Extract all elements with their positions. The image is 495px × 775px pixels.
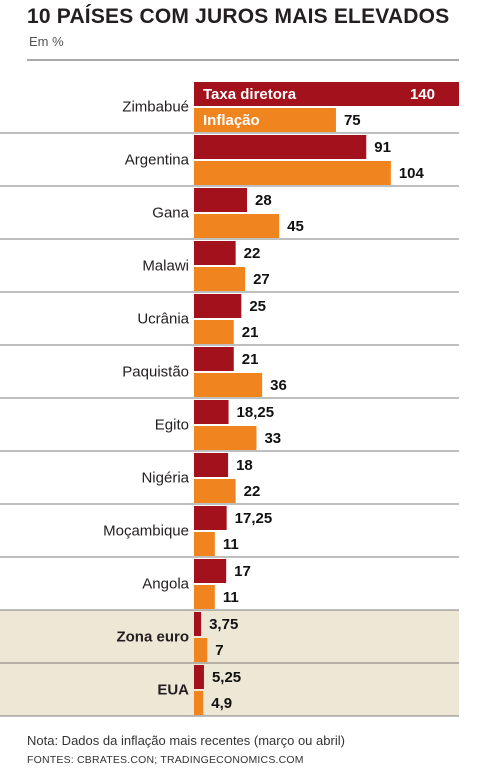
taxa-value-mocambique: 17,25 — [235, 510, 273, 527]
taxa-bar-argentina — [194, 135, 367, 159]
inflacao-bar-eua — [194, 691, 204, 715]
category-label-zimbabue: Zimbabué — [122, 99, 189, 116]
footnote: Nota: Dados da inflação mais recentes (m… — [27, 733, 345, 748]
category-label-egito: Egito — [155, 417, 189, 434]
inflacao-value-gana: 45 — [287, 218, 304, 235]
taxa-value-ucrania: 25 — [249, 298, 266, 315]
category-label-malawi: Malawi — [142, 258, 189, 275]
taxa-bar-mocambique — [194, 506, 227, 530]
taxa-bar-nigeria — [194, 453, 229, 477]
inflacao-bar-paquistao — [194, 373, 263, 397]
category-label-ucrania: Ucrânia — [137, 311, 189, 328]
inflacao-value-nigeria: 22 — [244, 483, 261, 500]
taxa-value-argentina: 91 — [374, 139, 391, 156]
category-label-gana: Gana — [152, 205, 189, 222]
category-label-paquistao: Paquistão — [122, 364, 189, 381]
category-label-mocambique: Moçambique — [103, 523, 189, 540]
inflacao-bar-angola — [194, 585, 215, 609]
chart-title: 10 PAÍSES COM JUROS MAIS ELEVADOS — [27, 5, 450, 28]
inflacao-value-angola: 11 — [223, 589, 239, 606]
category-label-argentina: Argentina — [125, 152, 190, 169]
taxa-bar-gana — [194, 188, 247, 212]
taxa-value-malawi: 22 — [244, 245, 261, 262]
bar-chart: Zimbabué 140 75 Taxa diretora Inflação Argent… — [0, 59, 459, 717]
legend-inflacao: Inflação — [203, 112, 260, 129]
taxa-bar-malawi — [194, 241, 236, 265]
taxa-value-egito: 18,25 — [237, 404, 275, 421]
inflacao-value-egito: 33 — [264, 430, 281, 447]
taxa-bar-eua — [194, 665, 204, 689]
category-label-angola: Angola — [142, 576, 189, 593]
category-label-eua: EUA — [157, 682, 189, 699]
inflacao-bar-ucrania — [194, 320, 234, 344]
inflacao-value-paquistao: 36 — [270, 377, 287, 394]
taxa-bar-ucrania — [194, 294, 242, 318]
sources: FONTES: CBRATES.CON; TRADINGECONOMICS.CO… — [27, 754, 304, 766]
taxa-bar-egito — [194, 400, 229, 424]
inflacao-value-argentina: 104 — [399, 165, 425, 182]
inflacao-value-ucrania: 21 — [242, 324, 259, 341]
taxa-value-zona-euro: 3,75 — [209, 616, 238, 633]
taxa-value-eua: 5,25 — [212, 669, 241, 686]
taxa-value-angola: 17 — [234, 563, 251, 580]
taxa-bar-paquistao — [194, 347, 234, 371]
taxa-value-paquistao: 21 — [242, 351, 259, 368]
taxa-value-gana: 28 — [255, 192, 272, 209]
taxa-value-nigeria: 18 — [236, 457, 253, 474]
legend-taxa-diretora: Taxa diretora — [203, 86, 297, 103]
chart-subtitle: Em % — [29, 34, 64, 49]
inflacao-value-mocambique: 11 — [223, 536, 239, 553]
taxa-bar-angola — [194, 559, 227, 583]
taxa-value-zimbabue: 140 — [410, 86, 435, 103]
inflacao-value-malawi: 27 — [253, 271, 270, 288]
taxa-bar-zona-euro — [194, 612, 202, 636]
inflacao-bar-gana — [194, 214, 280, 238]
inflacao-bar-malawi — [194, 267, 246, 291]
inflacao-bar-nigeria — [194, 479, 236, 503]
inflacao-value-zimbabue: 75 — [344, 112, 361, 129]
taxa-bar-zimbabue — [194, 82, 459, 106]
inflacao-bar-zimbabue — [194, 108, 336, 132]
inflacao-bar-zona-euro — [194, 638, 208, 662]
inflacao-value-zona-euro: 7 — [215, 642, 223, 659]
inflacao-bar-egito — [194, 426, 257, 450]
inflacao-value-eua: 4,9 — [211, 695, 232, 712]
category-label-nigeria: Nigéria — [141, 470, 189, 487]
category-label-zona-euro: Zona euro — [116, 629, 189, 646]
inflacao-bar-argentina — [194, 161, 391, 185]
inflacao-bar-mocambique — [194, 532, 215, 556]
